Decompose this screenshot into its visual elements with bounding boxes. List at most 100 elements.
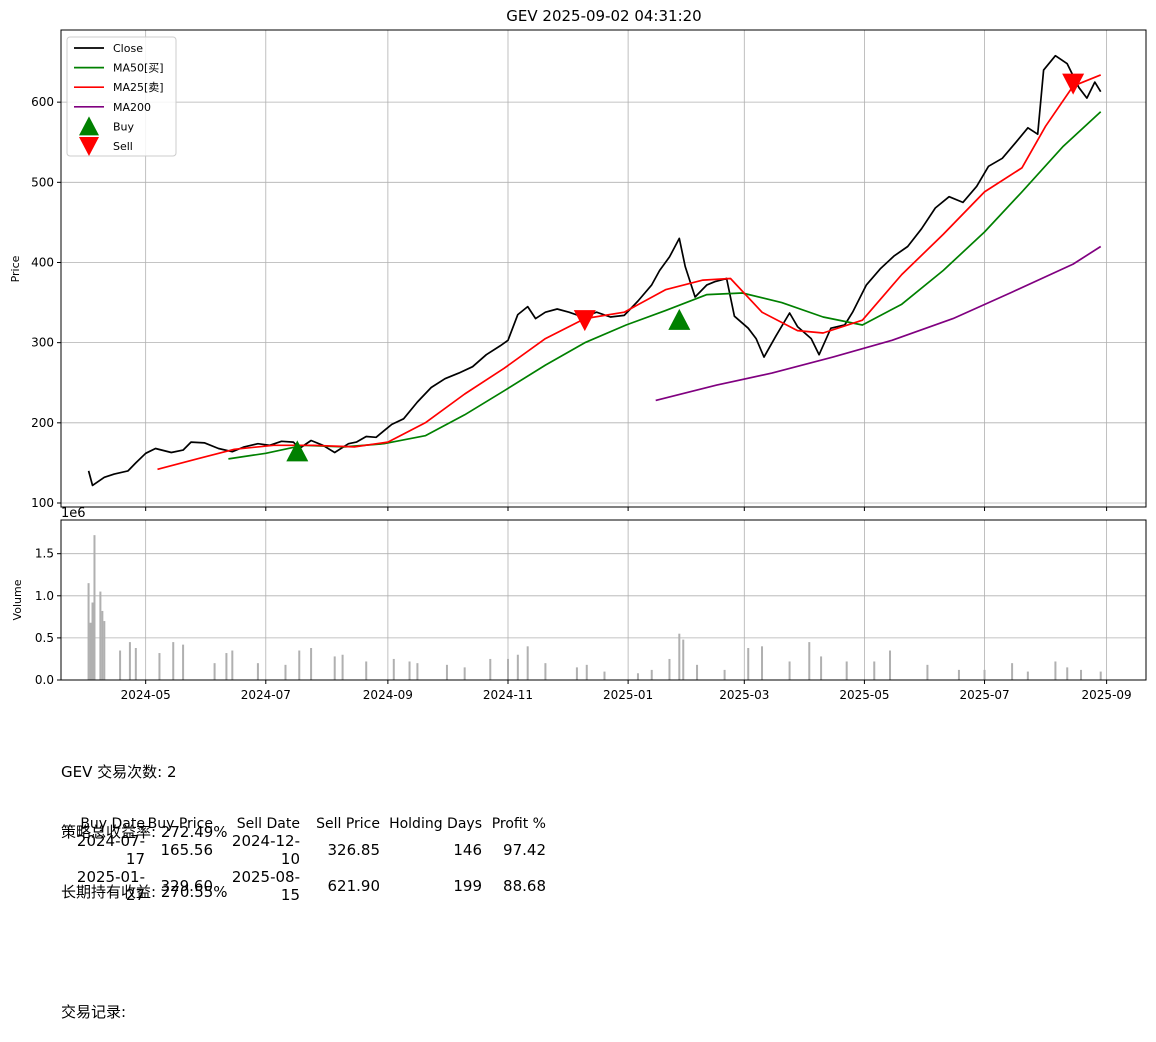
volume-bar [575,667,578,680]
volume-bar [1026,671,1029,680]
legend-label: MA50[买] [113,62,164,75]
legend-label: Close [113,42,143,55]
series-line-ma50 [228,111,1102,460]
volume-bar [89,622,92,680]
price-plot-frame [60,29,1147,508]
volume-bar [225,653,228,680]
table-row: 2025-01-27 329.60 2025-08-15 621.90 199 … [61,868,546,904]
volume-bar [761,646,764,680]
legend-label: MA200 [113,101,151,114]
volume-bar [119,650,122,680]
volume-bar [416,663,419,680]
header-profit: Profit % [491,815,546,832]
volume-bar [678,633,681,680]
volume-grid [61,520,1146,681]
cell-sell-price: 621.90 [327,877,381,895]
legend-label: MA25[卖] [113,81,164,94]
cell-profit: 97.42 [503,841,546,859]
volume-tick-label: 0.0 [35,673,54,687]
date-axis-ticks: 2024-05 2024-07 2024-09 2024-11 2025-01 2025-… [121,680,1132,700]
x-tick-label: 2024-09 [363,688,413,700]
cell-buy-price: 165.56 [160,841,214,859]
volume-bar [310,648,313,680]
volume-bar [298,650,301,680]
volume-bar [101,610,104,680]
volume-bars [87,535,1102,680]
cell-sell-date: 2024-12-10 [231,832,300,868]
total-return-text: 策略总收益率: 272.49% [61,823,228,841]
x-tick-label: 2024-07 [241,688,291,700]
volume-bar [926,664,929,680]
volume-bar [650,669,653,680]
chart-figure: GEV 2025-09-02 04:31:20 100 200 300 400 500 6… [9,7,1147,700]
cell-holding-days: 199 [453,877,482,895]
volume-bar [392,658,395,680]
trade-markers [286,73,1085,462]
volume-bar [463,667,466,680]
volume-axis-ticks: 0.0 0.5 1.0 1.5 [35,547,61,687]
volume-bar [873,661,876,680]
chart-title: GEV 2025-09-02 04:31:20 [506,7,701,25]
price-tick-label: 300 [31,336,54,350]
x-tick-label: 2025-03 [719,688,769,700]
price-axis-ticks: 100 200 300 400 500 600 [31,95,1108,511]
volume-bar [820,656,823,680]
x-tick-label: 2024-05 [121,688,171,700]
volume-bar [333,656,336,680]
volume-bar [636,673,639,680]
cell-buy-date: 2025-01-27 [76,868,145,904]
volume-bar [1054,661,1057,680]
header-sell-date: Sell Date [236,815,300,832]
buy-marker [286,440,309,462]
volume-y-axis-label: Volume [11,579,24,620]
header-holding-days: Holding Days [389,815,482,832]
volume-bar [889,650,892,680]
volume-bar [516,654,519,680]
cell-holding-days: 146 [453,841,482,859]
legend-label: Buy [113,120,135,133]
cell-sell-price: 326.85 [327,841,381,859]
volume-bar [134,648,137,680]
volume-bar [256,663,259,680]
volume-plot-frame [60,519,1147,681]
volume-bar [172,642,175,680]
legend-buy-swatch [79,116,99,136]
volume-bar [603,671,606,680]
series-line-ma200 [655,245,1102,402]
volume-bar [668,658,671,680]
trade-table-header: Buy Date Buy Price Sell Date Sell Price … [61,815,546,832]
volume-bar [408,661,411,680]
price-tick-label: 600 [31,95,54,109]
legend-sell-swatch [79,137,99,156]
volume-bar [231,650,234,680]
summary-spacer [61,942,228,962]
volume-bar [808,642,811,680]
cell-sell-date: 2025-08-15 [231,868,300,904]
series-line-ma25 [157,74,1102,471]
trade-records-table: Buy Date Buy Price Sell Date Sell Price … [61,815,546,905]
volume-bar [128,642,131,680]
x-tick-label: 2025-09 [1082,688,1132,700]
volume-bar [696,664,699,680]
volume-bar [1066,667,1069,680]
legend-label: Sell [113,140,133,153]
volume-bar [182,644,185,680]
volume-bar [445,664,448,680]
header-buy-date: Buy Date [80,815,145,832]
volume-bar [585,664,588,680]
volume-bar [983,669,986,680]
table-row: 2024-07-17 165.56 2024-12-10 326.85 146 … [61,832,546,868]
volume-bar [91,602,94,680]
legend: Close MA50[买] MA25[卖] MA200 Buy Sell [66,36,177,157]
volume-bar [158,653,161,680]
volume-bar [93,535,96,680]
volume-bar [1099,671,1102,680]
volume-tick-label: 1.0 [35,589,54,603]
sell-marker [1062,73,1085,95]
price-y-axis-label: Price [9,255,22,282]
volume-bar [99,591,102,680]
price-tick-label: 100 [31,496,54,510]
cell-buy-date: 2024-07-17 [76,832,145,868]
cell-profit: 88.68 [503,877,546,895]
volume-bar [489,658,492,680]
